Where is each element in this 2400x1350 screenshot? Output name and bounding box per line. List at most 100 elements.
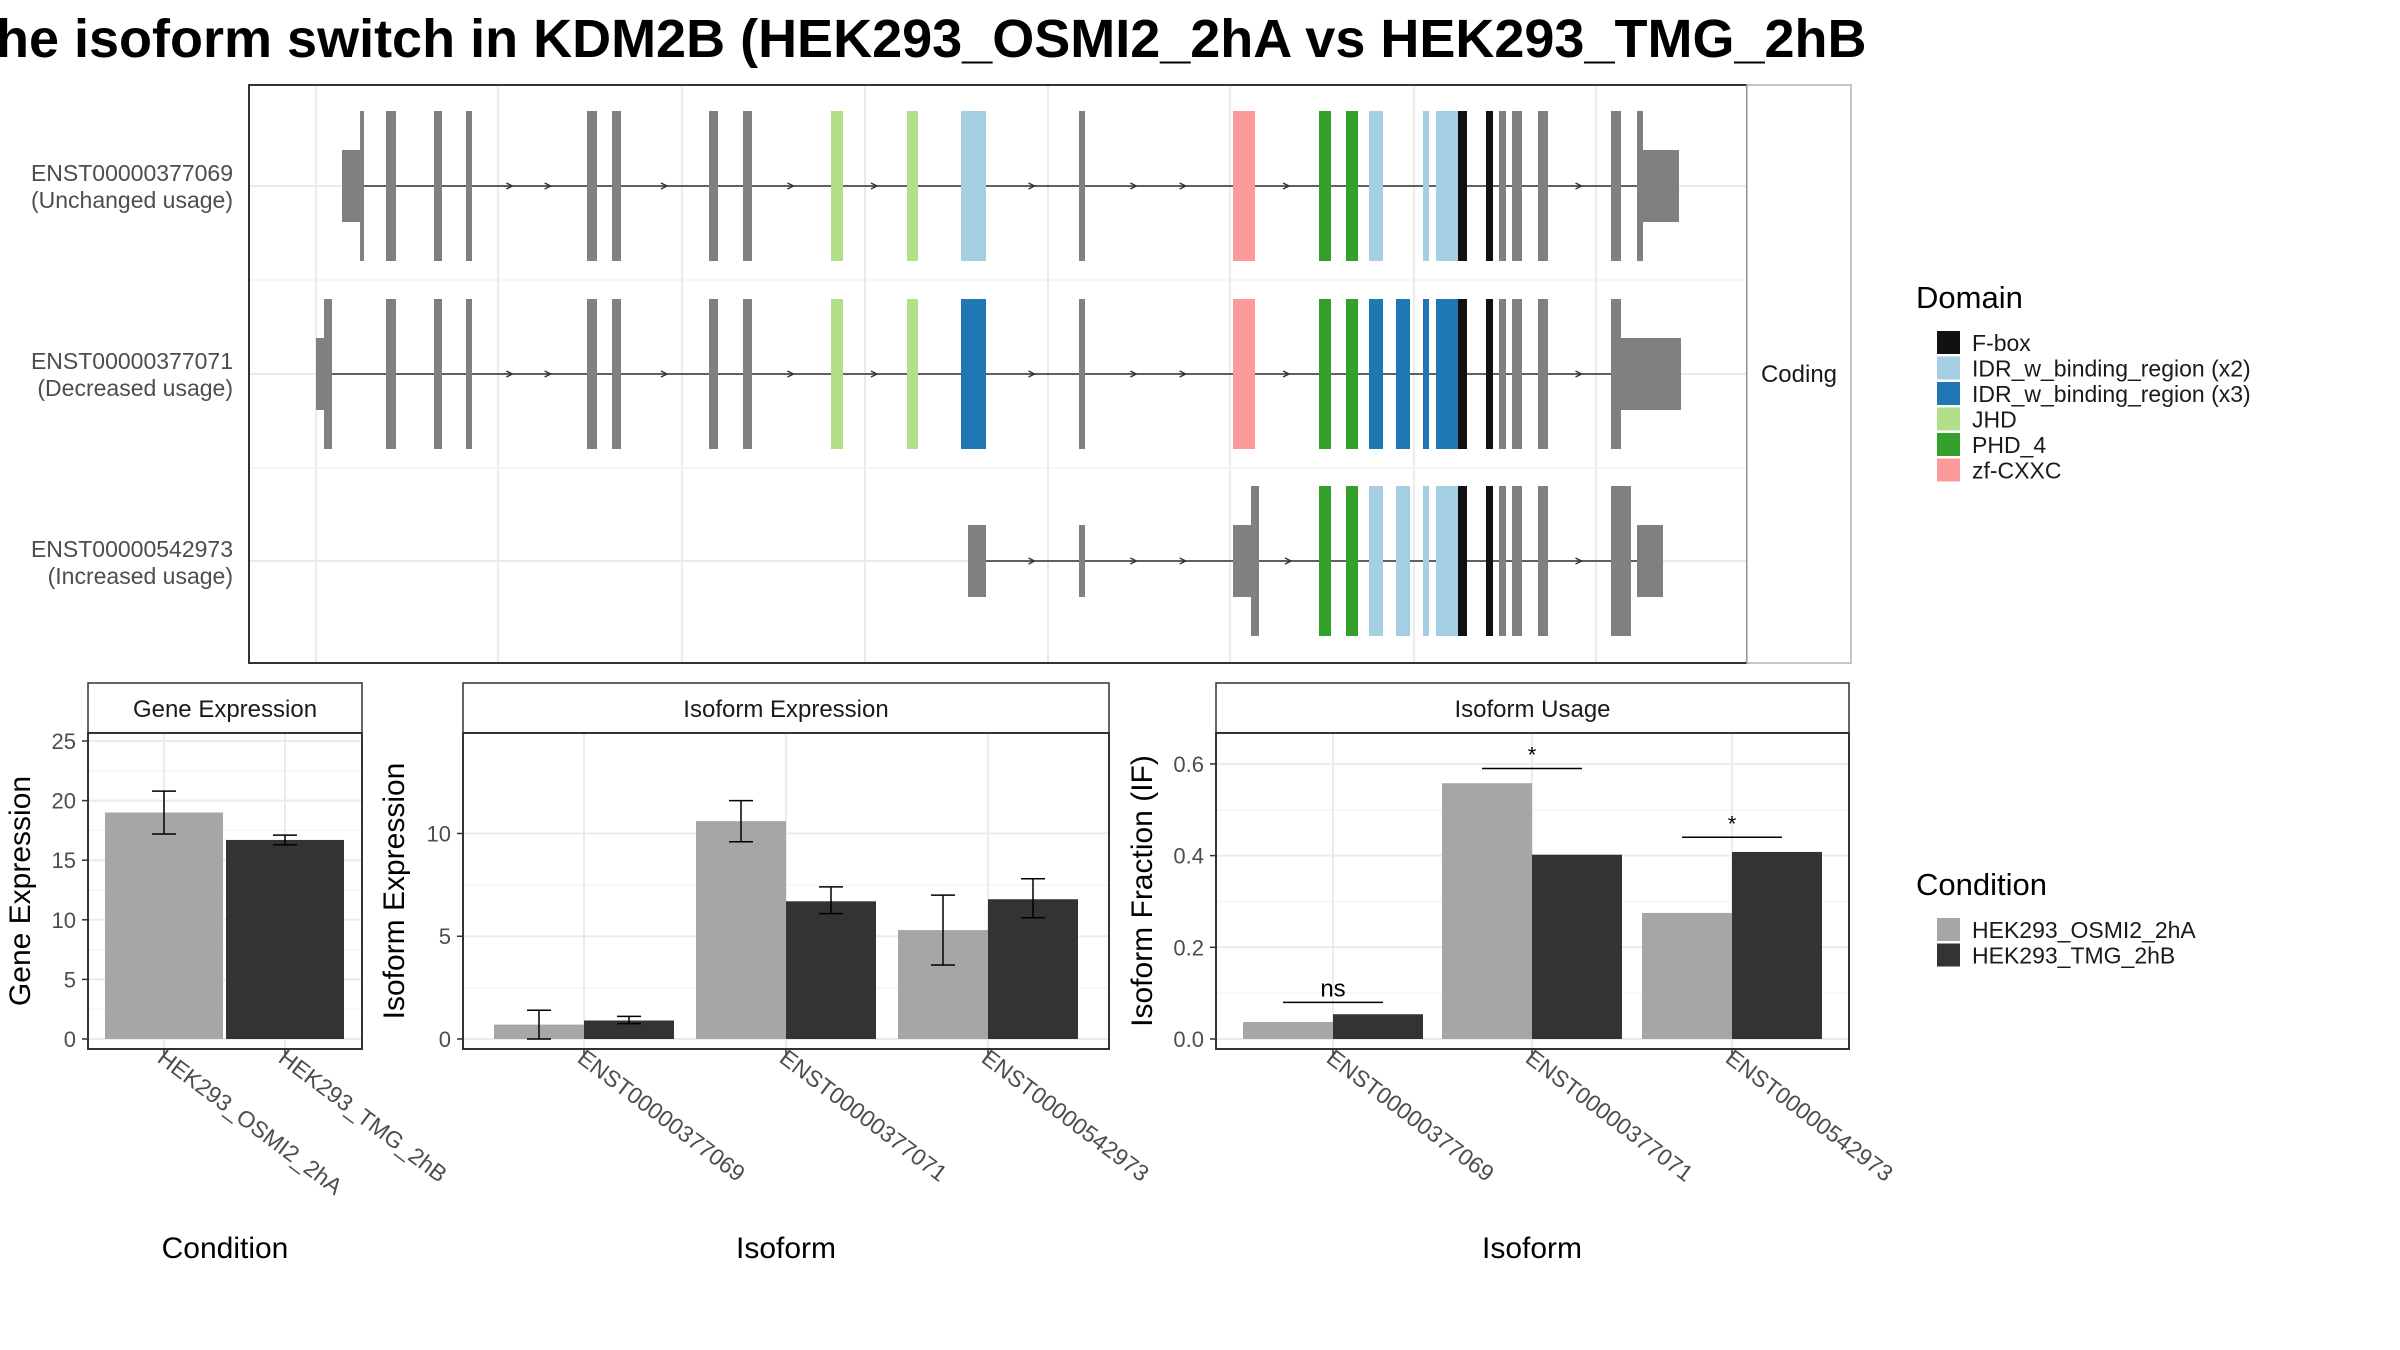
domain-exon-block: [907, 111, 918, 261]
domain-exon-block: [1319, 486, 1331, 636]
intron-arrow: [1179, 557, 1188, 565]
intron-arrow: [1130, 557, 1138, 565]
domain-exon-block: [1233, 111, 1255, 261]
domain-exon-block: [1423, 111, 1429, 261]
intron-arrow: [1179, 182, 1188, 190]
intron-arrow: [1130, 182, 1138, 190]
exon-block: [1643, 150, 1679, 222]
panel-title: Isoform Expression: [683, 696, 888, 723]
bar: [1442, 783, 1532, 1039]
y-tick-label: 0: [64, 1027, 76, 1052]
error-bar: [152, 790, 176, 835]
exon-block: [1499, 299, 1506, 449]
x-axis-title: Condition: [162, 1232, 289, 1265]
domain-exon-block: [831, 299, 843, 449]
domain-legend-label: JHD: [1972, 407, 2017, 433]
domain-exon-block: [1319, 111, 1331, 261]
condition-legend-title: Condition: [1916, 867, 2047, 902]
intron-arrow: [1130, 370, 1138, 378]
bar: [105, 812, 223, 1039]
significance-label: *: [1728, 811, 1737, 836]
intron-arrow: [1575, 182, 1584, 190]
exon-block: [1538, 486, 1548, 636]
exon-block: [434, 111, 442, 261]
intron-arrow: [1575, 557, 1584, 565]
bar-charts: Gene Expression0510152025HEK293_OSMI2_2h…: [4, 682, 1898, 1265]
y-axis-title: Isoform Fraction (IF): [1126, 755, 1159, 1027]
exon-block: [342, 150, 360, 222]
exon-block: [1079, 525, 1085, 597]
isoform-label-1: ENST00000377069 (Unchanged usage): [31, 160, 233, 213]
exon-block: [1611, 299, 1621, 449]
y-axis-title: Isoform Expression: [378, 763, 411, 1020]
intron-arrow: [870, 370, 879, 378]
exon-block: [709, 111, 718, 261]
exon-block: [968, 525, 986, 597]
isoform-label-3: ENST00000542973 (Increased usage): [31, 536, 233, 589]
y-tick-label: 0: [439, 1027, 451, 1052]
exon-block: [1512, 486, 1522, 636]
coding-strip: [1746, 84, 1852, 664]
intron-arrow: [544, 370, 553, 378]
bar: [1732, 851, 1822, 1039]
panel-strip: [87, 682, 363, 734]
isoform-id-label: ENST00000377069: [31, 160, 233, 186]
domain-exon-block: [1319, 299, 1331, 449]
bar: [226, 839, 344, 1039]
intron-arrow: [544, 182, 553, 190]
exon-block: [1637, 111, 1643, 261]
isoform-usage-label: (Increased usage): [48, 563, 233, 589]
domain-exon-block: [1396, 486, 1410, 636]
isoform-track-3: [968, 486, 1663, 636]
exon-block: [360, 111, 364, 261]
condition-legend-swatch: [1937, 918, 1960, 941]
domain-exon-block: [831, 111, 843, 261]
isoform-id-label: ENST00000377071: [31, 348, 233, 374]
y-tick-label: 0.4: [1173, 844, 1204, 869]
domain-exon-block: [961, 299, 986, 449]
domain-exon-block: [1458, 486, 1467, 636]
y-tick-label: 10: [52, 908, 76, 933]
panel-title: Gene Expression: [133, 696, 317, 723]
domain-legend-swatch: [1937, 356, 1960, 380]
domain-exon-block: [1369, 111, 1383, 261]
domain-exon-block: [1369, 299, 1383, 449]
bar: [584, 1020, 674, 1039]
bar: [988, 899, 1078, 1039]
intron-arrow: [506, 182, 514, 190]
intron-arrow: [1575, 370, 1584, 378]
exon-block: [612, 111, 621, 261]
y-tick-label: 5: [64, 967, 76, 992]
exon-block: [1538, 299, 1548, 449]
domain-exon-block: [1423, 486, 1429, 636]
intron-arrow: [1179, 370, 1188, 378]
intron-arrow: [1284, 557, 1293, 565]
y-tick-label: 25: [52, 729, 76, 754]
isoform-track-2: [316, 299, 1681, 449]
domain-exon-block: [1436, 111, 1458, 261]
x-axis-title: Isoform: [736, 1232, 836, 1265]
chart-panel-3: Isoform Usage ns * * 0.0 0.2 0.4 0.6 ENST0000037…: [1126, 682, 1898, 1265]
exon-block: [1512, 299, 1522, 449]
exon-block: [1637, 525, 1663, 597]
error-bar: [1021, 877, 1045, 919]
bar: [1532, 854, 1622, 1039]
x-tick-label: ENST00000377071: [775, 1044, 952, 1186]
domain-legend-swatch: [1937, 458, 1960, 482]
bar: [786, 901, 876, 1039]
domain-legend-label: PHD_4: [1972, 432, 2046, 458]
bar: [1642, 912, 1732, 1039]
x-tick-label: ENST00000377069: [1322, 1044, 1499, 1186]
exon-block: [743, 299, 752, 449]
domain-exon-block: [1436, 486, 1458, 636]
y-tick-label: 0.0: [1173, 1027, 1204, 1052]
y-tick-label: 15: [52, 848, 76, 873]
exon-block: [1079, 299, 1085, 449]
isoform-usage-label: (Unchanged usage): [31, 187, 233, 213]
bar: [1243, 1022, 1333, 1039]
y-tick-label: 0.6: [1173, 752, 1204, 777]
condition-legend-label: HEK293_OSMI2_2hA: [1972, 917, 2196, 943]
panel-strip: [1215, 682, 1850, 734]
